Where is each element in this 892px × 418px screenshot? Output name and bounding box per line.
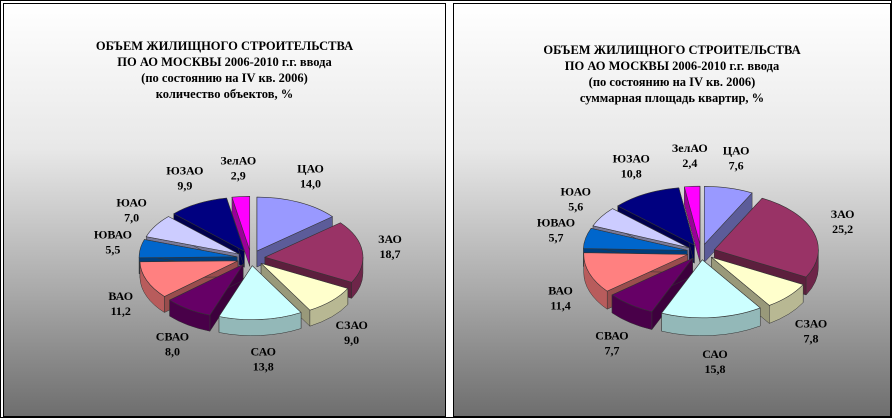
slice-category-label: СЗАО <box>795 316 827 330</box>
slice-value-label: 7,8 <box>804 331 819 345</box>
slice-value-label: 7,6 <box>729 158 744 172</box>
pie-slice-ЮЗАО <box>173 197 245 252</box>
pie-slice-ЗелАО <box>231 196 251 251</box>
pie-slice-ЮВАО <box>583 228 688 251</box>
chart-title: ОБЪЕМ ЖИЛИЩНОГО СТРОИТЕЛЬСТВА ПО АО МОСК… <box>4 38 445 102</box>
chart-title-line: ОБЪЕМ ЖИЛИЩНОГО СТРОИТЕЛЬСТВА <box>543 43 801 57</box>
chart-title-line: ОБЪЕМ ЖИЛИЩНОГО СТРОИТЕЛЬСТВА <box>95 39 354 53</box>
slice-category-label: СВАО <box>156 330 189 344</box>
pie-slice-СВАО <box>611 257 693 312</box>
chart-panel-objects: ОБЪЕМ ЖИЛИЩНОГО СТРОИТЕЛЬСТВА ПО АО МОСК… <box>3 3 446 417</box>
pie-slice-САО <box>661 259 761 319</box>
slice-category-label: ЗелАО <box>672 141 708 155</box>
pie-slice-ЦАО <box>256 196 334 252</box>
slice-category-label: ЗелАО <box>220 153 256 167</box>
slice-category-label: СВАО <box>595 328 628 342</box>
slice-value-label: 5,6 <box>568 199 583 213</box>
slice-category-label: СЗАО <box>335 318 367 332</box>
pie-slice-ВАО <box>583 252 688 292</box>
slice-value-label: 2,9 <box>231 168 246 182</box>
pie-slice-СЗАО <box>260 263 349 311</box>
pie-slice-ЮАО <box>592 208 690 249</box>
pie-slice-ЮЗАО <box>617 187 695 246</box>
chart-title-line: ПО АО МОСКВЫ 2006-2010 г.г. ввода <box>117 55 332 69</box>
pie-slice-ЗАО <box>264 222 364 283</box>
slice-value-label: 7,0 <box>124 210 139 224</box>
chart-title-line: суммарная площадь квартир, % <box>579 91 765 105</box>
slice-value-label: 9,0 <box>344 333 359 347</box>
pie-slice-СЗАО <box>711 256 804 306</box>
slice-value-label: 2,4 <box>682 156 697 170</box>
slice-category-label: ЦАО <box>723 143 750 157</box>
slice-category-label: ЮАО <box>116 195 146 209</box>
pie-slice-ВАО <box>139 260 239 297</box>
slice-category-label: ЗАО <box>831 207 855 221</box>
slice-category-label: ЮЗАО <box>166 164 203 178</box>
slice-category-label: ВАО <box>108 289 133 303</box>
chart-title: ОБЪЕМ ЖИЛИЩНОГО СТРОИТЕЛЬСТВА ПО АО МОСК… <box>454 42 890 106</box>
slice-value-label: 15,8 <box>704 362 725 376</box>
slice-value-label: 25,2 <box>832 222 853 236</box>
pie-slice-ЗАО <box>713 197 819 278</box>
chart-title-line: ПО АО МОСКВЫ 2006-2010 г.г. ввода <box>564 59 780 73</box>
chart-panel-area: ОБЪЕМ ЖИЛИЩНОГО СТРОИТЕЛЬСТВА ПО АО МОСК… <box>453 3 891 417</box>
slice-category-label: ЮВАО <box>94 228 132 242</box>
slice-value-label: 5,5 <box>105 243 120 257</box>
chart-title-line: (по состоянию на IV кв. 2006) <box>588 75 756 89</box>
slice-value-label: 11,2 <box>111 304 131 318</box>
slice-tops <box>583 185 819 319</box>
slice-value-label: 7,7 <box>604 343 619 357</box>
slice-value-label: 9,9 <box>177 179 192 193</box>
pie-slice-ЮВАО <box>138 239 238 259</box>
slice-category-label: ЦАО <box>297 161 324 175</box>
chart-title-line: (по состоянию на IV кв. 2006) <box>141 71 308 85</box>
slice-value-label: 10,8 <box>621 167 642 181</box>
slice-category-label: ЮЗАО <box>613 152 650 166</box>
pie-slice-ЮАО <box>145 216 240 255</box>
pie-slice-СВАО <box>169 263 244 316</box>
slice-category-label: САО <box>702 347 727 361</box>
slice-category-label: ЗАО <box>378 232 402 246</box>
slice-value-label: 5,7 <box>548 230 563 244</box>
pie-slice-САО <box>218 265 302 320</box>
pie-slice-ЦАО <box>704 186 753 246</box>
chart-title-line: количество объектов, % <box>155 87 294 101</box>
slice-value-label: 18,7 <box>379 247 400 261</box>
pie-slice-ЗелАО <box>683 185 701 245</box>
slice-category-label: ВАО <box>548 283 573 297</box>
slice-category-label: ЮВАО <box>537 215 575 229</box>
slice-value-label: 11,4 <box>550 298 570 312</box>
slice-category-label: САО <box>251 345 276 359</box>
slice-value-label: 8,0 <box>165 345 180 359</box>
slice-value-label: 13,8 <box>253 360 274 374</box>
slice-tops <box>138 196 364 320</box>
slice-value-label: 14,0 <box>300 176 321 190</box>
slice-category-label: ЮАО <box>561 184 591 198</box>
